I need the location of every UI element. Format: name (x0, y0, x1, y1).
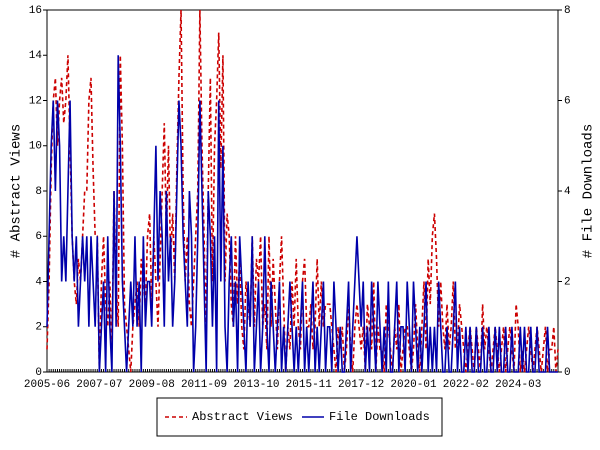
y-tick-label: 12 (29, 95, 42, 107)
y-tick-label: 8 (35, 186, 42, 198)
y2-tick-label: 0 (564, 367, 571, 379)
x-tick-label: 2009-08 (129, 379, 175, 391)
x-tick-label: 2007-07 (76, 379, 122, 391)
x-tick-label: 2017-12 (338, 379, 384, 391)
x-tick-label: 2022-02 (443, 379, 489, 391)
y-tick-label: 4 (35, 276, 42, 288)
y-axis-title: # Abstract Views (9, 124, 25, 258)
y-tick-label: 0 (35, 367, 42, 379)
y2-tick-label: 4 (564, 186, 571, 198)
y2-tick-label: 6 (564, 95, 571, 107)
x-tick-label: 2005-06 (24, 379, 70, 391)
x-tick-label: 2015-11 (286, 379, 333, 391)
legend-label: Abstract Views (192, 410, 293, 424)
y2-tick-label: 2 (564, 276, 571, 288)
y-tick-label: 6 (35, 231, 42, 243)
x-tick-label: 2020-01 (390, 379, 437, 391)
legend-label: File Downloads (329, 410, 430, 424)
y-tick-label: 10 (29, 141, 42, 153)
x-tick-label: 2013-10 (233, 379, 279, 391)
y2-tick-label: 8 (564, 5, 571, 17)
y-tick-label: 2 (35, 322, 42, 334)
legend-box (156, 397, 443, 437)
series-line (46, 55, 558, 373)
y-tick-label: 16 (29, 5, 42, 17)
y-tick-label: 14 (29, 50, 43, 62)
x-tick-label: 2024-03 (495, 379, 541, 391)
y2-axis-title: # File Downloads (581, 124, 597, 258)
x-tick-label: 2011-09 (181, 379, 227, 391)
